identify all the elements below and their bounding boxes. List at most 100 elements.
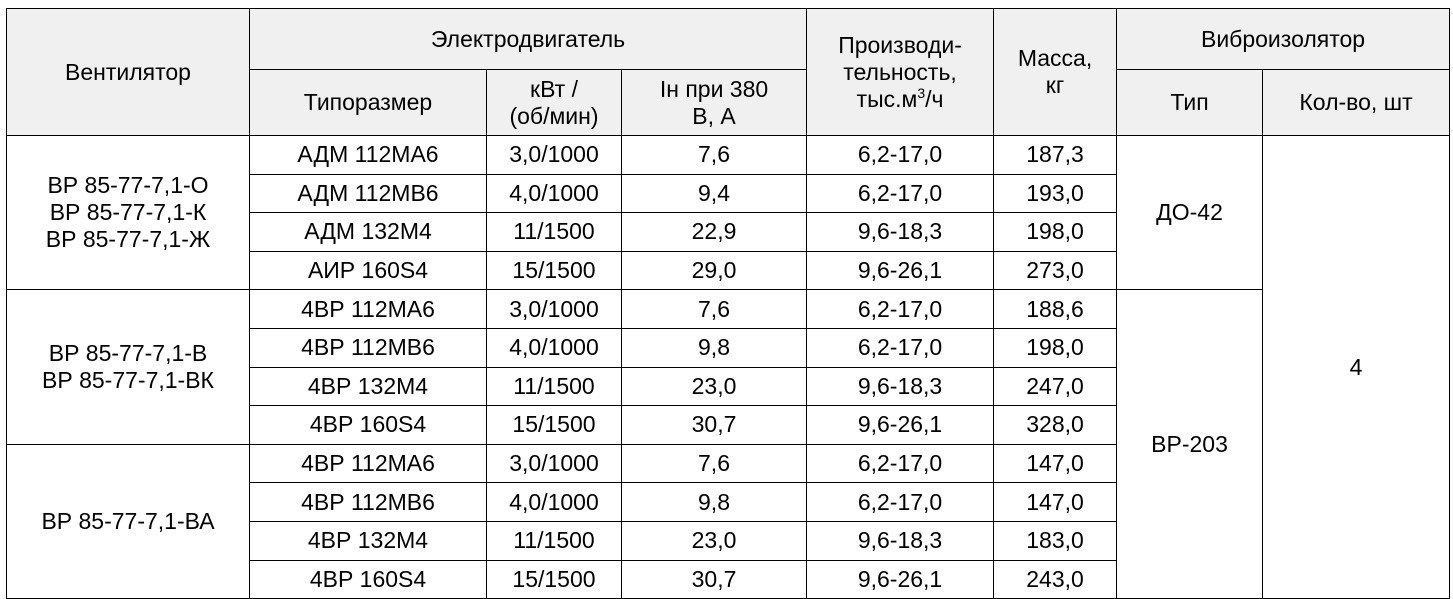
header-motor: Электродвигатель: [248, 8, 808, 70]
header-power-line1: кВт /: [530, 75, 578, 102]
capacity-cell: 9,6-26,1: [806, 559, 995, 599]
header-capacity-line2: тельность,: [843, 58, 957, 85]
table-row: АДМ 132М4 11/1500 22,9 9,6-18,3 198,0: [7, 212, 1450, 252]
specification-table: Вентилятор Электродвигатель Производи- т…: [6, 8, 1451, 599]
mass-cell: 198,0: [993, 327, 1118, 368]
mass-cell: 198,0: [993, 212, 1118, 252]
header-capacity-unit-suffix: /ч: [925, 85, 944, 112]
fan-model-cell: ВР 85-77-7,1-ВА: [6, 443, 250, 599]
fan-model: ВР 85-77-7,1-В: [48, 340, 208, 367]
header-capacity-unit: тыс.м3/ч: [811, 86, 989, 113]
current-cell: 23,0: [620, 520, 808, 561]
current-cell: 22,9: [620, 212, 808, 252]
table-row: 4ВР 112МВ6 4,0/1000 9,8 6,2-17,0 147,0: [7, 482, 1450, 522]
header-iso-count: Кол-во, шт: [1262, 69, 1451, 136]
current-cell: 7,6: [620, 443, 808, 484]
header-fan: Вентилятор: [6, 8, 250, 136]
size-cell: АДМ 132М4: [249, 212, 487, 252]
fan-model: ВР 85-77-7,1-К: [49, 199, 207, 226]
size-cell: АДМ 112МА6: [249, 135, 487, 175]
capacity-cell: 6,2-17,0: [806, 482, 995, 522]
size-cell: 4ВР 112МА6: [249, 443, 487, 484]
table-row: 4ВР 160S4 15/1500 30,7 9,6-26,1 328,0: [7, 405, 1450, 445]
mass-cell: 193,0: [993, 173, 1118, 214]
power-cell: 4,0/1000: [486, 173, 622, 214]
header-mass: Масса, кг: [993, 8, 1118, 136]
header-capacity-line1: Производи-: [838, 31, 962, 58]
header-power-line2: (об/мин): [509, 102, 599, 129]
power-cell: 3,0/1000: [486, 443, 622, 484]
current-cell: 29,0: [620, 250, 808, 291]
table-row: АДМ 112МВ6 4,0/1000 9,4 6,2-17,0 193,0: [7, 173, 1450, 214]
current-cell: 7,6: [620, 135, 808, 175]
mass-cell: 247,0: [993, 366, 1118, 407]
header-mass-line1: Масса,: [1017, 45, 1093, 71]
power-cell: 15/1500: [486, 559, 622, 599]
header-current: Iн при 380 В, А: [620, 69, 808, 136]
size-cell: 4ВР 112МВ6: [249, 482, 487, 522]
header-size: Типоразмер: [249, 69, 487, 136]
current-cell: 9,8: [620, 482, 808, 522]
current-cell: 30,7: [620, 405, 808, 445]
size-cell: 4ВР 112МВ6: [249, 327, 487, 368]
fan-model-cell: ВР 85-77-7,1-О ВР 85-77-7,1-К ВР 85-77-7…: [6, 134, 250, 291]
mass-cell: 243,0: [993, 559, 1118, 599]
mass-cell: 273,0: [993, 250, 1118, 291]
mass-cell: 147,0: [993, 443, 1118, 484]
capacity-cell: 9,6-18,3: [806, 366, 995, 407]
header-capacity-unit-prefix: тыс.м: [856, 85, 918, 112]
size-cell: 4ВР 132М4: [249, 366, 487, 407]
mass-cell: 183,0: [993, 520, 1118, 561]
table-row: 4ВР 132М4 11/1500 23,0 9,6-18,3 183,0: [7, 520, 1450, 561]
capacity-cell: 6,2-17,0: [806, 443, 995, 484]
fan-model: ВР 85-77-7,1-ВК: [42, 367, 214, 394]
capacity-cell: 9,6-26,1: [806, 250, 995, 291]
power-cell: 4,0/1000: [486, 327, 622, 368]
table-row: 4ВР 112МВ6 4,0/1000 9,8 6,2-17,0 198,0: [7, 327, 1450, 368]
capacity-cell: 6,2-17,0: [806, 173, 995, 214]
isolator-type-cell: ДО-42: [1116, 134, 1264, 291]
size-cell: АДМ 112МВ6: [249, 173, 487, 214]
size-cell: АИР 160S4: [249, 250, 487, 291]
mass-cell: 188,6: [993, 289, 1118, 329]
table-row: АИР 160S4 15/1500 29,0 9,6-26,1 273,0: [7, 250, 1450, 291]
capacity-cell: 9,6-26,1: [806, 405, 995, 445]
table-row: 4ВР 132М4 11/1500 23,0 9,6-18,3 247,0: [7, 366, 1450, 407]
current-cell: 23,0: [620, 366, 808, 407]
capacity-cell: 6,2-17,0: [806, 327, 995, 368]
power-cell: 15/1500: [486, 405, 622, 445]
header-current-line2: В, А: [692, 102, 736, 129]
capacity-cell: 6,2-17,0: [806, 289, 995, 329]
isolator-count-cell: 4: [1262, 134, 1451, 599]
power-cell: 11/1500: [486, 520, 622, 561]
size-cell: 4ВР 132М4: [249, 520, 487, 561]
header-iso-type: Тип: [1116, 69, 1264, 136]
size-cell: 4ВР 112МА6: [249, 289, 487, 329]
power-cell: 15/1500: [486, 250, 622, 291]
fan-model-cell: ВР 85-77-7,1-В ВР 85-77-7,1-ВК: [6, 289, 250, 445]
header-capacity-unit-sup: 3: [917, 84, 926, 101]
size-cell: 4ВР 160S4: [249, 559, 487, 599]
mass-cell: 187,3: [993, 135, 1118, 175]
table-row: ВР 85-77-7,1-О ВР 85-77-7,1-К ВР 85-77-7…: [6, 134, 1451, 599]
power-cell: 4,0/1000: [486, 482, 622, 522]
table-row: ВР 85-77-7,1-В ВР 85-77-7,1-ВК 4ВР 112МА…: [6, 289, 1450, 599]
header-current-line1: Iн при 380: [659, 75, 769, 102]
current-cell: 7,6: [620, 289, 808, 329]
mass-cell: 328,0: [993, 405, 1118, 445]
capacity-cell: 6,2-17,0: [806, 135, 995, 175]
power-cell: 3,0/1000: [486, 289, 622, 329]
fan-model: ВР 85-77-7,1-ВА: [41, 507, 215, 534]
header-mass-line2: кг: [1045, 72, 1065, 98]
size-cell: 4ВР 160S4: [249, 405, 487, 445]
fan-model: ВР 85-77-7,1-Ж: [45, 226, 211, 253]
power-cell: 11/1500: [486, 366, 622, 407]
current-cell: 9,8: [620, 327, 808, 368]
header-power: кВт / (об/мин): [486, 69, 622, 136]
current-cell: 9,4: [620, 173, 808, 214]
power-cell: 3,0/1000: [486, 135, 622, 175]
current-cell: 30,7: [620, 559, 808, 599]
mass-cell: 147,0: [993, 482, 1118, 522]
isolator-type-cell: ВР-203: [1116, 289, 1264, 599]
header-isolator: Виброизолятор: [1116, 8, 1451, 70]
